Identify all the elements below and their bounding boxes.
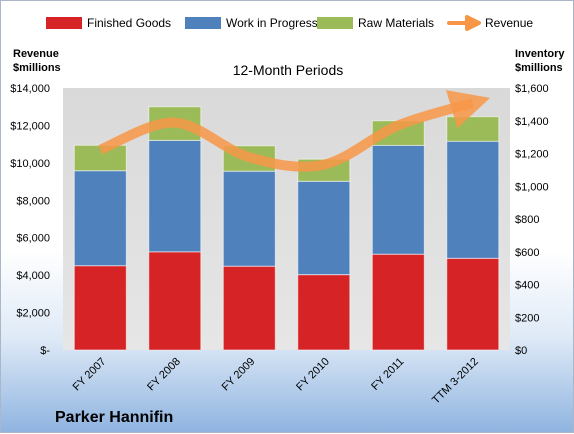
left-axis-title-line2: $millions [13,62,61,74]
right-tick-label: $1,400 [515,116,549,128]
left-tick-label: $8,000 [16,195,50,207]
left-tick-label: $12,000 [10,120,50,132]
category-label-fy-2008: FY 2008 [145,356,183,394]
right-tick-label: $1,200 [515,149,549,161]
chart-title: 12-Month Periods [233,62,344,78]
right-tick-label: $0 [515,345,527,357]
left-tick-label: $4,000 [16,270,50,282]
right-tick-label: $1,600 [515,83,549,95]
legend-swatch-work-in-progress [185,17,221,29]
legend-swatch-raw-materials [317,17,353,29]
category-label-fy-2010: FY 2010 [294,356,332,394]
right-tick-label: $600 [515,247,539,259]
bar-finished-goods-fy-2008 [149,252,201,350]
bar-work-in-progress-fy-2009 [223,171,275,266]
right-axis-title-line2: $millions [515,62,563,74]
legend-label-work-in-progress: Work in Progress [226,16,318,30]
legend-item-finished-goods: Finished Goods [46,16,171,30]
left-tick-label: $6,000 [16,233,50,245]
company-name: Parker Hannifin [55,409,173,426]
bar-raw-materials-ttm-3-2012 [447,117,499,142]
category-label-ttm-3-2012: TTM 3-2012 [430,356,481,407]
category-labels: FY 2007 FY 2008 FY 2009 FY 2010 FY 2011 TTM 3… [71,356,481,407]
bar-finished-goods-fy-2009 [223,266,275,350]
legend-item-revenue: Revenue [449,16,533,30]
category-label-fy-2009: FY 2009 [220,356,258,394]
legend-arrow-revenue [449,17,479,29]
legend-label-raw-materials: Raw Materials [358,16,434,30]
legend: Finished Goods Work in Progress Raw Mate… [46,16,533,30]
bar-work-in-progress-fy-2007 [74,171,126,266]
left-tick-label: $10,000 [10,158,50,170]
category-label-fy-2007: FY 2007 [71,356,109,394]
right-tick-label: $1,000 [515,181,549,193]
bar-finished-goods-fy-2010 [298,275,350,350]
bar-finished-goods-fy-2007 [74,266,126,350]
right-tick-label: $800 [515,214,539,226]
legend-item-work-in-progress: Work in Progress [185,16,318,30]
legend-label-finished-goods: Finished Goods [87,16,171,30]
bar-work-in-progress-fy-2011 [372,145,424,254]
legend-label-revenue: Revenue [485,16,533,30]
left-tick-label: $14,000 [10,83,50,95]
legend-swatch-finished-goods [46,17,82,29]
bar-work-in-progress-fy-2008 [149,140,201,251]
left-tick-label: $2,000 [16,308,50,320]
right-axis-ticks: $0 $200 $400 $600 $800 $1,000 $1,200 $1,400 $1,6… [515,83,549,357]
bar-work-in-progress-ttm-3-2012 [447,141,499,258]
category-label-fy-2011: FY 2011 [369,356,406,393]
legend-item-raw-materials: Raw Materials [317,16,434,30]
bar-work-in-progress-fy-2010 [298,181,350,274]
left-axis-ticks: $- $2,000 $4,000 $6,000 $8,000 $10,000 $12,000… [10,83,50,357]
bar-finished-goods-fy-2011 [372,254,424,350]
right-axis-title-line1: Inventory [515,48,565,60]
left-tick-label: $- [40,345,50,357]
plot-area [63,88,510,350]
right-tick-label: $400 [515,280,539,292]
bar-finished-goods-ttm-3-2012 [447,258,499,350]
left-axis-title-line1: Revenue [13,48,59,60]
right-tick-label: $200 [515,312,539,324]
